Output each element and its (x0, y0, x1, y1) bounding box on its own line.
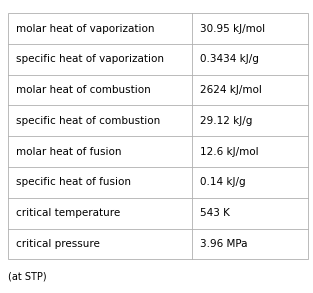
Text: 12.6 kJ/mol: 12.6 kJ/mol (200, 146, 259, 157)
Text: specific heat of fusion: specific heat of fusion (16, 177, 131, 188)
Text: molar heat of combustion: molar heat of combustion (16, 85, 151, 95)
Text: 0.14 kJ/g: 0.14 kJ/g (200, 177, 246, 188)
Text: specific heat of combustion: specific heat of combustion (16, 116, 160, 126)
Text: critical temperature: critical temperature (16, 208, 120, 218)
Text: 0.3434 kJ/g: 0.3434 kJ/g (200, 54, 259, 64)
Text: 29.12 kJ/g: 29.12 kJ/g (200, 116, 253, 126)
Text: critical pressure: critical pressure (16, 239, 100, 249)
Text: molar heat of fusion: molar heat of fusion (16, 146, 121, 157)
Text: 30.95 kJ/mol: 30.95 kJ/mol (200, 23, 265, 34)
Text: 2624 kJ/mol: 2624 kJ/mol (200, 85, 262, 95)
Text: specific heat of vaporization: specific heat of vaporization (16, 54, 164, 64)
Bar (8, 13, 308, 259)
Text: molar heat of vaporization: molar heat of vaporization (16, 23, 154, 34)
Text: 543 K: 543 K (200, 208, 230, 218)
Text: (at STP): (at STP) (8, 272, 46, 282)
Text: 3.96 MPa: 3.96 MPa (200, 239, 248, 249)
